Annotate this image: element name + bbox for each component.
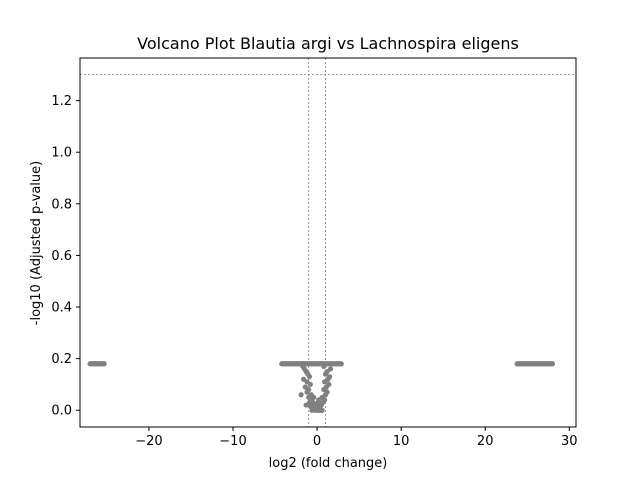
data-point-145 bbox=[326, 381, 332, 388]
chart-title: Volcano Plot Blautia argi vs Lachnospira… bbox=[137, 34, 519, 53]
data-point-110 bbox=[549, 361, 556, 367]
data-point-123 bbox=[298, 392, 304, 398]
y-tick-label-0.8: 0.8 bbox=[51, 197, 72, 212]
y-tick-label-1: 1.0 bbox=[51, 146, 72, 161]
x-tick-label-20: 20 bbox=[477, 434, 494, 449]
data-point-159 bbox=[316, 397, 322, 403]
data-point-156 bbox=[314, 403, 320, 409]
data-point-157 bbox=[309, 407, 315, 413]
y-axis-label: -log10 (Adjusted p-value) bbox=[29, 161, 44, 325]
y-tick-label-0.4: 0.4 bbox=[51, 301, 72, 316]
plot-frame bbox=[79, 57, 577, 428]
x-tick-label--10: −10 bbox=[219, 434, 246, 449]
y-tick-label-0.6: 0.6 bbox=[51, 249, 72, 264]
x-tick-label-0: 0 bbox=[313, 434, 321, 449]
y-tick-label-0: 0.0 bbox=[51, 404, 72, 419]
x-axis-label: log2 (fold change) bbox=[269, 456, 388, 471]
data-point-148 bbox=[327, 374, 333, 380]
data-point-74 bbox=[338, 361, 344, 367]
data-point-151 bbox=[327, 366, 334, 372]
data-point-160 bbox=[303, 402, 309, 408]
x-tick-label-10: 10 bbox=[393, 434, 410, 449]
data-point-14 bbox=[101, 361, 107, 367]
x-tick-label--20: −20 bbox=[135, 434, 162, 449]
plot-area: −20 −10 0 10 20 30 0.0 0.2 0.4 0.6 0.8 1.0 1.2 bbox=[51, 57, 578, 449]
y-tick-label-1.2: 1.2 bbox=[51, 94, 72, 109]
data-point-158 bbox=[310, 399, 316, 406]
x-tick-label-30: 30 bbox=[561, 434, 578, 449]
y-tick-label-0.2: 0.2 bbox=[51, 352, 72, 367]
data-point-115 bbox=[306, 374, 313, 380]
data-point-153 bbox=[311, 394, 317, 400]
